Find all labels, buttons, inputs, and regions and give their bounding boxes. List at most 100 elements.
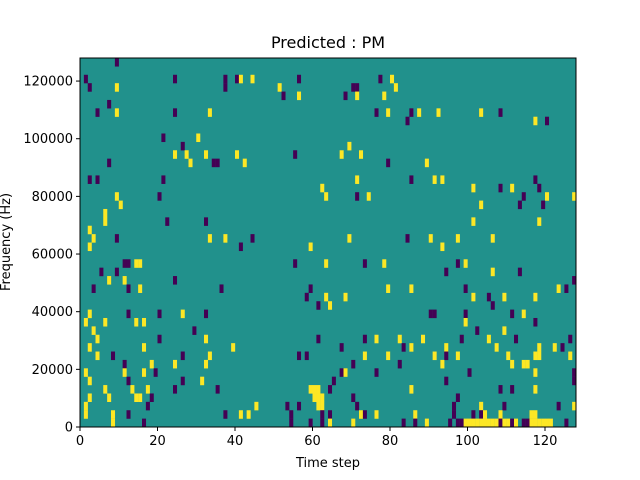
heatmap-cell-high bbox=[320, 183, 325, 193]
heatmap-cell-high bbox=[479, 200, 484, 210]
heatmap-cell-high bbox=[347, 141, 352, 151]
heatmap-cell-low bbox=[533, 317, 538, 327]
heatmap-cell-high bbox=[107, 393, 112, 402]
heatmap-cell-low bbox=[320, 410, 325, 419]
heatmap-cell-low bbox=[149, 393, 154, 402]
heatmap-cell-high bbox=[529, 410, 534, 419]
heatmap-cell-high bbox=[343, 292, 348, 302]
heatmap-cell-low bbox=[145, 401, 150, 411]
heatmap-cell-high bbox=[316, 401, 321, 411]
heatmap-cell-low bbox=[289, 418, 294, 428]
heatmap-cell-high bbox=[502, 326, 507, 335]
heatmap-cell-high bbox=[103, 217, 108, 226]
heatmap-cell-low bbox=[521, 192, 526, 201]
heatmap-cell-high bbox=[207, 108, 212, 117]
heatmap-cell-high bbox=[568, 351, 573, 361]
heatmap-cell-low bbox=[397, 359, 402, 369]
heatmap-cell-low bbox=[343, 91, 348, 101]
heatmap-cell-low bbox=[219, 284, 224, 293]
heatmap-cell-high bbox=[91, 326, 96, 335]
heatmap-cell-low bbox=[572, 368, 577, 377]
heatmap-cell-high bbox=[382, 91, 387, 101]
heatmap-cell-low bbox=[87, 175, 92, 184]
heatmap-cell-low bbox=[126, 284, 131, 293]
heatmap-cell-low bbox=[444, 351, 449, 361]
heatmap-cell-low bbox=[471, 410, 476, 419]
heatmap-cell-high bbox=[463, 418, 468, 428]
heatmap-cell-low bbox=[452, 410, 457, 419]
heatmap-cell-high bbox=[572, 192, 577, 201]
heatmap-cell-low bbox=[320, 418, 325, 428]
heatmap-cell-low bbox=[238, 242, 243, 252]
heatmap-cell-low bbox=[215, 385, 220, 394]
y-tick-label: 100000 bbox=[23, 132, 73, 147]
heatmap-cell-low bbox=[142, 418, 147, 428]
x-tick-label: 80 bbox=[382, 434, 399, 449]
heatmap-cell-high bbox=[103, 317, 108, 327]
x-tick-label: 60 bbox=[304, 434, 321, 449]
heatmap-cell-low bbox=[114, 267, 119, 277]
heatmap-cell-low bbox=[560, 343, 565, 352]
heatmap-cell-low bbox=[165, 217, 170, 226]
heatmap-cell-high bbox=[444, 343, 449, 352]
heatmap-cell-high bbox=[525, 359, 530, 369]
heatmap-cell-low bbox=[157, 334, 162, 344]
heatmap-cell-low bbox=[351, 83, 356, 92]
heatmap-cell-high bbox=[320, 393, 325, 402]
heatmap-cell-high bbox=[95, 334, 100, 344]
heatmap-cell-low bbox=[293, 259, 298, 268]
heatmap-cell-low bbox=[153, 368, 158, 377]
heatmap-cell-low bbox=[180, 141, 185, 151]
heatmap-cell-low bbox=[572, 276, 577, 285]
heatmap-cell-high bbox=[471, 217, 476, 226]
heatmap-cell-high bbox=[424, 158, 429, 168]
heatmap-cell-low bbox=[126, 410, 131, 419]
heatmap-cell-low bbox=[331, 376, 336, 386]
heatmap-cell-low bbox=[401, 418, 406, 428]
heatmap-cell-high bbox=[95, 351, 100, 361]
heatmap-cell-high bbox=[533, 116, 538, 126]
heatmap-cell-low bbox=[498, 418, 503, 428]
heatmap-cell-high bbox=[417, 108, 422, 117]
heatmap-cell-low bbox=[192, 326, 197, 335]
heatmap-cell-high bbox=[510, 183, 515, 193]
heatmap-cell-high bbox=[455, 234, 460, 243]
heatmap-cell-high bbox=[103, 208, 108, 218]
heatmap-cell-high bbox=[134, 317, 139, 327]
heatmap-cell-high bbox=[533, 292, 538, 302]
heatmap-cell-high bbox=[111, 418, 116, 428]
heatmap-cell-low bbox=[173, 385, 178, 394]
y-tick-label: 0 bbox=[65, 421, 73, 436]
heatmap-cell-high bbox=[134, 259, 139, 268]
heatmap-cell-low bbox=[541, 200, 546, 210]
heatmap-cell-low bbox=[308, 418, 313, 428]
heatmap-cell-low bbox=[235, 74, 240, 84]
heatmap-cell-high bbox=[238, 74, 243, 84]
heatmap-cell-low bbox=[328, 385, 333, 394]
heatmap-cell-low bbox=[556, 401, 561, 411]
heatmap-cell-high bbox=[440, 359, 445, 369]
heatmap-cell-high bbox=[246, 410, 251, 419]
heatmap-cell-low bbox=[486, 292, 491, 302]
heatmap-cell-low bbox=[223, 74, 228, 84]
heatmap-cell-low bbox=[173, 276, 178, 285]
heatmap-cell-high bbox=[533, 385, 538, 394]
heatmap-cell-high bbox=[529, 418, 534, 428]
heatmap-cell-high bbox=[471, 418, 476, 428]
heatmap-cell-high bbox=[537, 343, 542, 352]
heatmap-cell-high bbox=[250, 74, 255, 84]
heatmap-cell-high bbox=[114, 192, 119, 201]
heatmap-cell-low bbox=[467, 368, 472, 377]
heatmap-cell-low bbox=[204, 217, 209, 226]
heatmap-cell-high bbox=[552, 343, 557, 352]
heatmap-cell-high bbox=[455, 351, 460, 361]
heatmap-cell-low bbox=[498, 385, 503, 394]
heatmap-cell-high bbox=[463, 317, 468, 327]
heatmap-cell-high bbox=[355, 175, 360, 184]
heatmap-cell-low bbox=[521, 418, 526, 428]
heatmap-cell-high bbox=[142, 317, 147, 327]
heatmap-cell-high bbox=[111, 410, 116, 419]
heatmap-cell-high bbox=[471, 183, 476, 193]
y-tick-label: 20000 bbox=[32, 363, 73, 378]
heatmap-cell-high bbox=[548, 418, 553, 428]
